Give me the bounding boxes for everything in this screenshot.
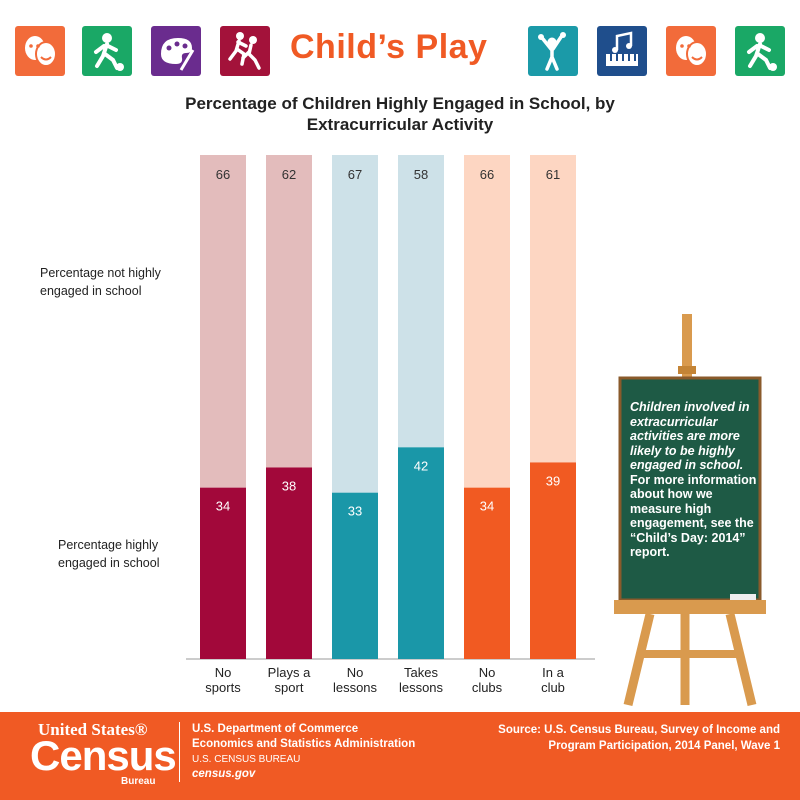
census-logo-bottom: Bureau [121, 776, 156, 787]
piano-music-icon [597, 26, 647, 76]
source-note: Source: U.S. Census Bureau, Survey of In… [498, 724, 780, 752]
not-engaged-label: Percentage not highly engaged in school [40, 266, 161, 298]
runners-icon [220, 26, 270, 76]
chart-title: Percentage of Children Highly Engaged in… [185, 94, 615, 134]
engaged-label: Percentage highly engaged in school [58, 538, 160, 570]
soccer-player-icon [82, 26, 132, 76]
dept-line-2: Economics and Statistics Administration [192, 738, 416, 750]
chalkboard-italic-text: Children involved in extracurricular act… [630, 400, 750, 472]
data-label-engaged: 34 [480, 499, 494, 514]
bar-engaged [530, 462, 576, 659]
footer [0, 712, 800, 800]
data-label-not-engaged: 66 [480, 167, 494, 182]
x-tick-label: No [479, 665, 496, 680]
chalkboard-info-text: For more information about how we measur… [630, 472, 757, 560]
bar-not-engaged [530, 155, 576, 463]
data-label-not-engaged: 66 [216, 167, 230, 182]
easel-illustration [614, 314, 766, 707]
data-label-engaged: 42 [414, 458, 428, 473]
data-label-engaged: 38 [282, 478, 296, 493]
bar-not-engaged [200, 155, 246, 488]
bar-engaged [332, 492, 378, 659]
data-label-engaged: 34 [216, 499, 230, 514]
data-label-not-engaged: 67 [348, 167, 362, 182]
x-tick-label: Takes [404, 665, 438, 680]
bar-not-engaged [464, 155, 510, 488]
footer-divider [179, 722, 180, 782]
x-tick-label: lessons [399, 680, 444, 695]
dept-line-1: U.S. Department of Commerce [192, 723, 359, 735]
x-tick-label: club [541, 680, 565, 695]
x-tick-label: sport [275, 680, 304, 695]
census-logo: Census [30, 732, 177, 779]
theater-masks-icon [15, 26, 65, 76]
theater-masks-icon [666, 26, 716, 76]
census-website-link[interactable]: census.gov [192, 768, 256, 780]
dept-line-3: U.S. CENSUS BUREAU [192, 754, 301, 765]
x-tick-label: In a [542, 665, 564, 680]
bar-engaged [398, 447, 444, 659]
data-label-engaged: 39 [546, 473, 560, 488]
data-label-not-engaged: 61 [546, 167, 560, 182]
x-tick-label: No [215, 665, 232, 680]
cheerleader-icon [528, 26, 578, 76]
soccer-player-icon [735, 26, 785, 76]
data-label-not-engaged: 62 [282, 167, 296, 182]
data-label-not-engaged: 58 [414, 167, 428, 182]
x-tick-label: Plays a [268, 665, 311, 680]
x-tick-label: No [347, 665, 364, 680]
paint-palette-icon [151, 26, 201, 76]
bar-engaged [464, 487, 510, 659]
page-title: Child’s Play [290, 28, 488, 66]
x-tick-label: sports [205, 680, 241, 695]
bar-engaged [266, 467, 312, 659]
bar-not-engaged [266, 155, 312, 468]
bar-not-engaged [398, 155, 444, 448]
bar-not-engaged [332, 155, 378, 493]
department-info: U.S. Department of Commerce Economics an… [192, 722, 415, 782]
data-label-engaged: 33 [348, 504, 362, 519]
x-tick-label: lessons [333, 680, 378, 695]
bar-engaged [200, 487, 246, 659]
census-logo-top: United States® [38, 720, 148, 739]
chalkboard-text: Children involved in extracurricular act… [630, 400, 760, 560]
x-tick-label: clubs [472, 680, 503, 695]
